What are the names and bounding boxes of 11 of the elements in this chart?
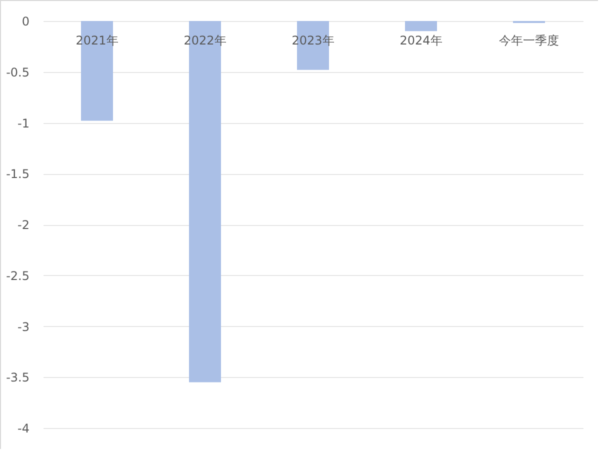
y-tick-label: -0.5 — [6, 65, 30, 80]
x-tick-label: 今年一季度 — [499, 34, 559, 48]
y-tick-label: -2 — [18, 218, 30, 232]
y-tick-label: -1.5 — [6, 167, 30, 182]
y-tick-label: -3 — [18, 320, 30, 334]
y-tick-label: 0 — [22, 14, 30, 28]
y-tick-label: -3.5 — [6, 370, 30, 385]
x-tick-label: 2024年 — [400, 34, 442, 48]
y-tick-label: -4 — [18, 422, 30, 436]
y-tick-label: -2.5 — [6, 268, 30, 283]
y-tick-label: -1 — [18, 116, 30, 130]
